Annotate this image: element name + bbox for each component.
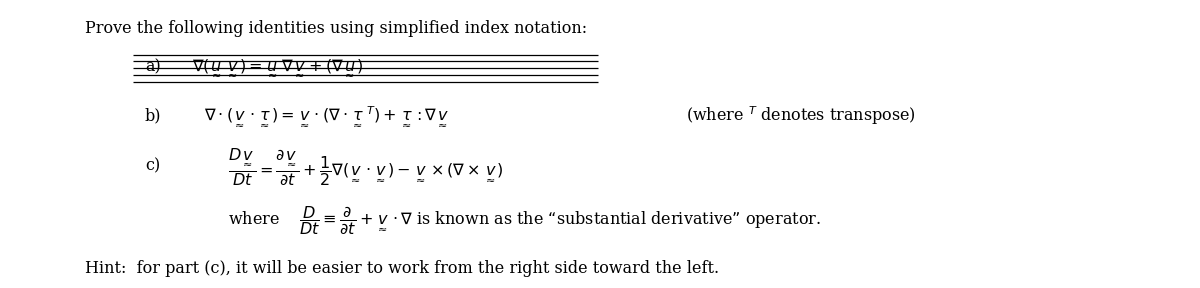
Text: $\nabla(\underset{\approx}{u}\,\underset{\approx}{v}) = \underset{\approx}{u}\,\: $\nabla(\underset{\approx}{u}\,\underset… [192,57,364,77]
Text: where $\quad\dfrac{D}{Dt} \equiv \dfrac{\partial}{\partial t} + \underset{\appro: where $\quad\dfrac{D}{Dt} \equiv \dfrac{… [228,205,821,237]
Text: $\dfrac{D\underset{\approx}{v}}{Dt} = \dfrac{\partial\underset{\approx}{v}}{\par: $\dfrac{D\underset{\approx}{v}}{Dt} = \d… [228,146,504,187]
Text: b): b) [145,107,161,124]
Text: $\nabla\cdot(\underset{\approx}{v}\cdot\underset{\approx}{\tau})= \underset{\app: $\nabla\cdot(\underset{\approx}{v}\cdot\… [204,104,449,128]
Text: Hint:  for part (c), it will be easier to work from the right side toward the le: Hint: for part (c), it will be easier to… [85,260,719,277]
Text: c): c) [145,158,160,175]
Text: (where ${}^{T}$ denotes transpose): (where ${}^{T}$ denotes transpose) [685,105,916,127]
Text: Prove the following identities using simplified index notation:: Prove the following identities using sim… [85,20,587,37]
Text: a): a) [145,58,161,75]
